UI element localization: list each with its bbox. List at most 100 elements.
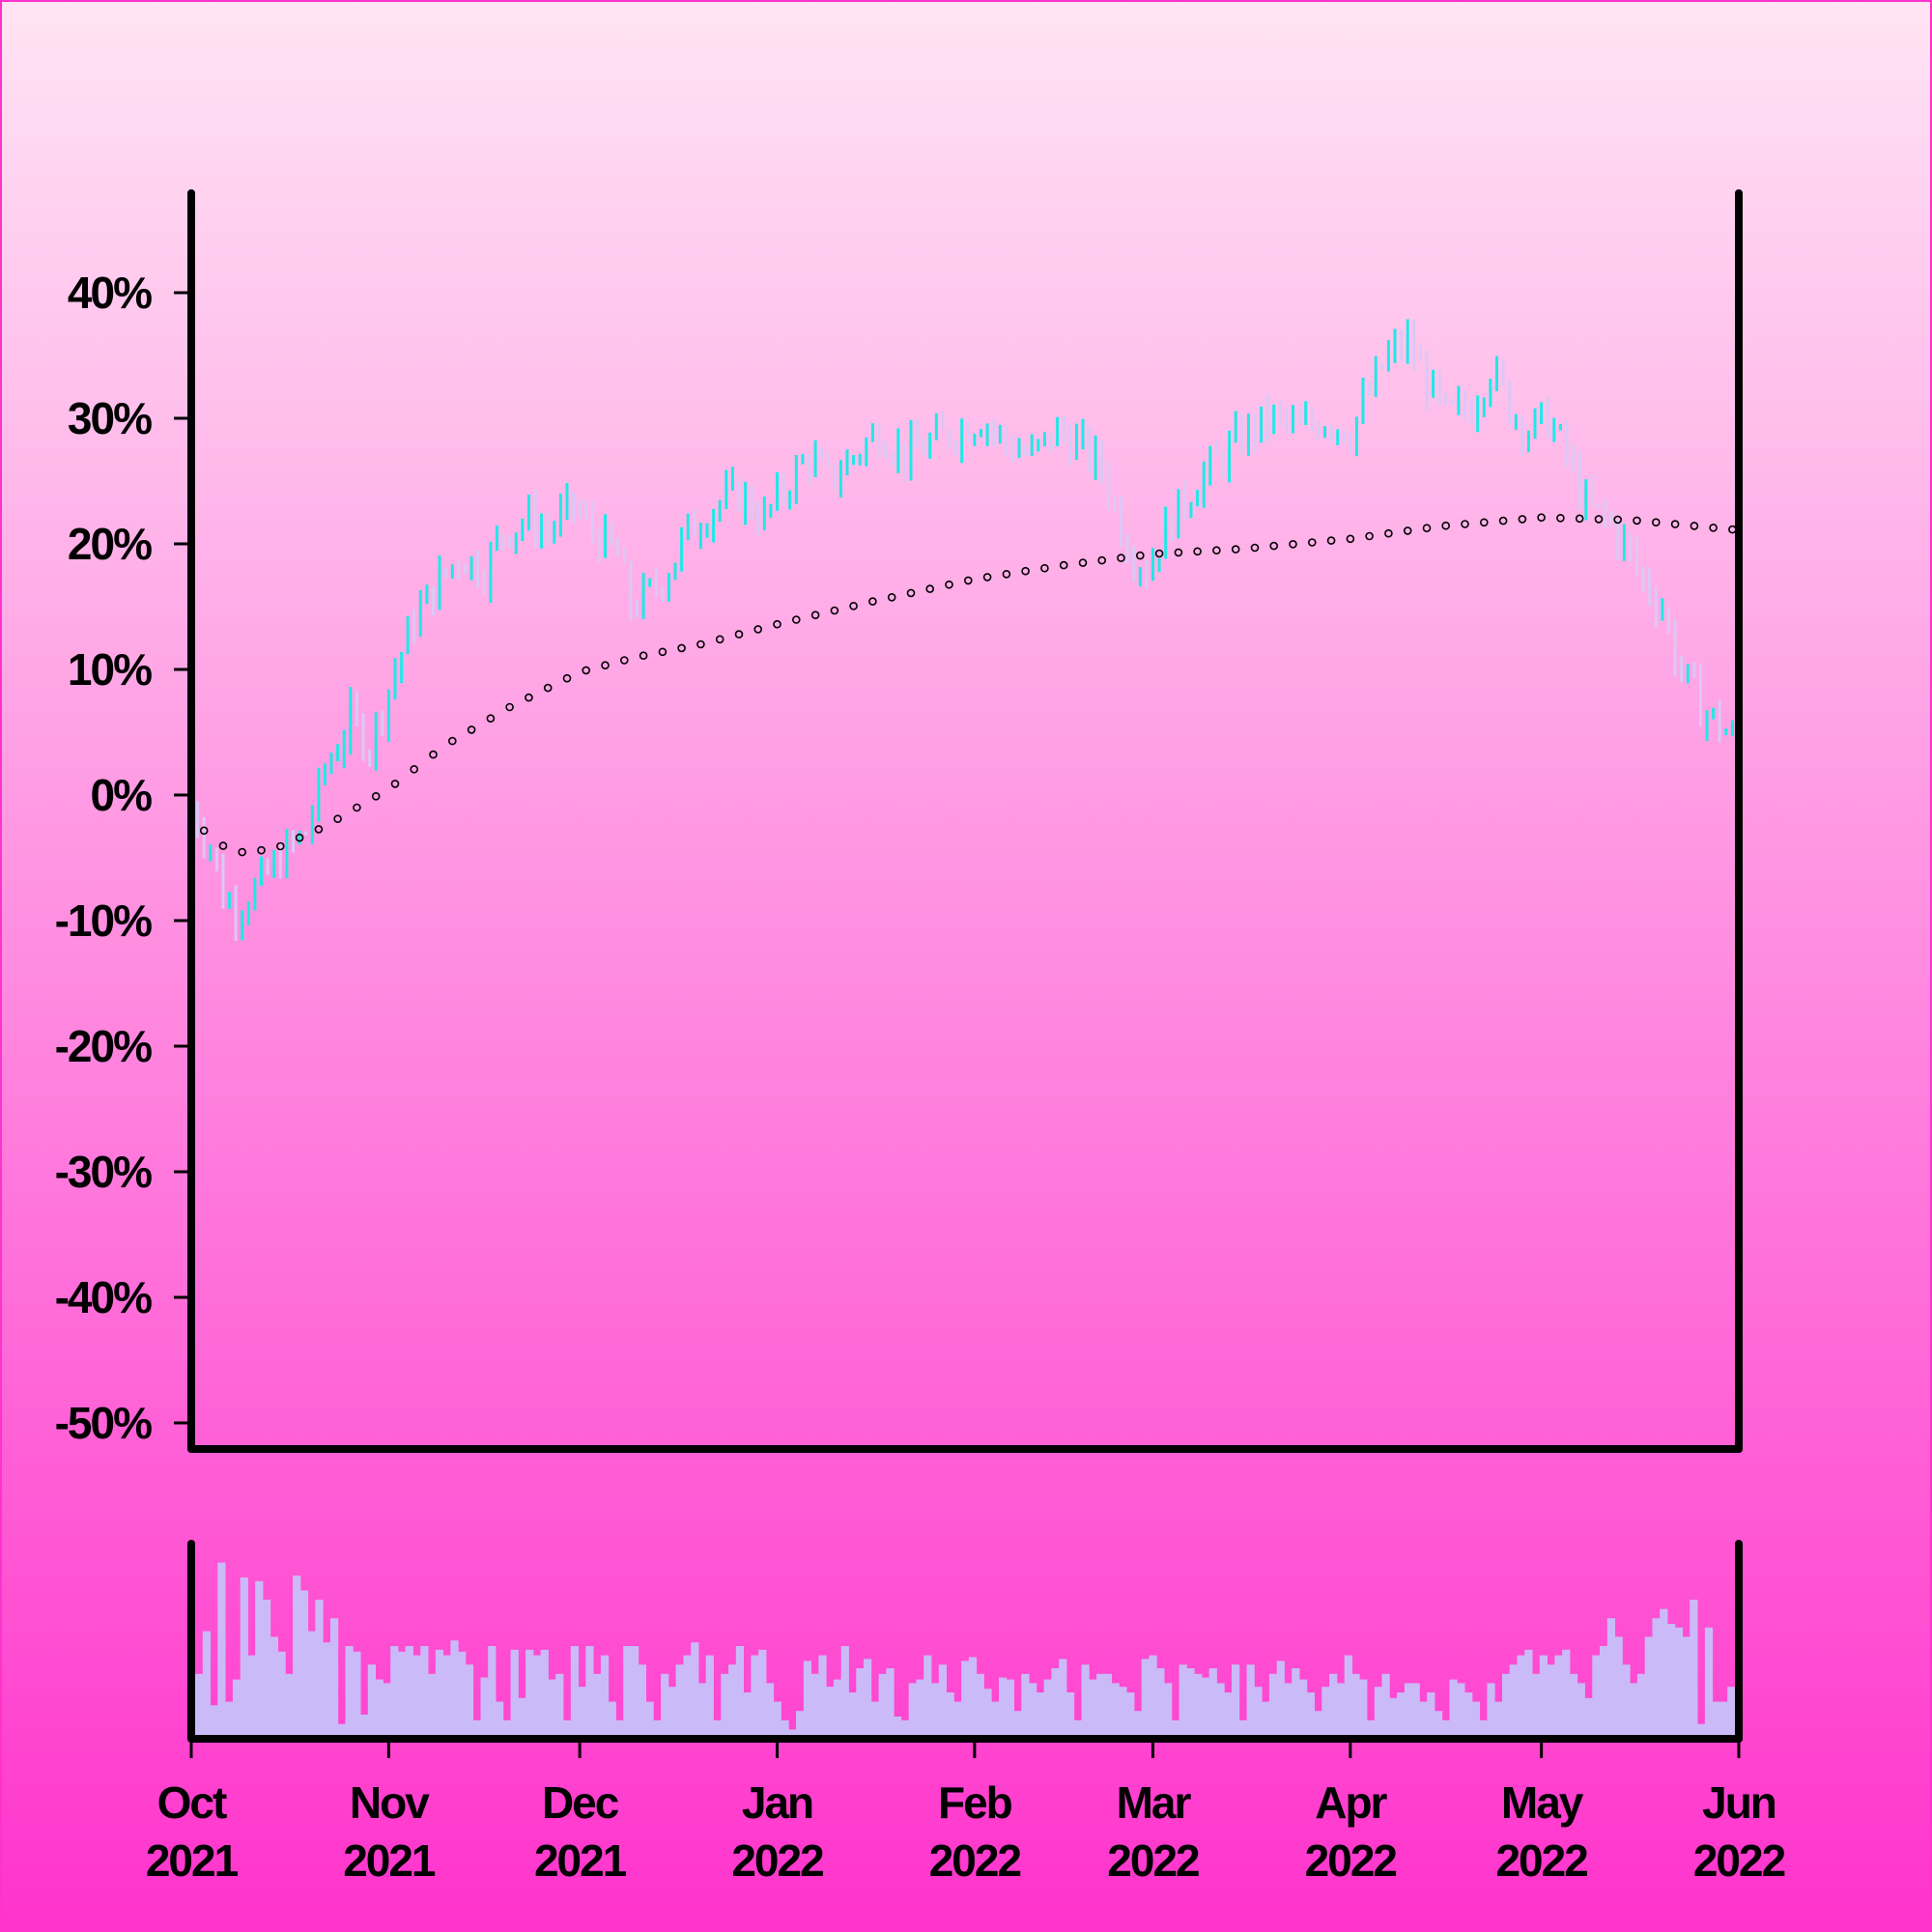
moving-average-marker: [1480, 518, 1489, 527]
volume-bar: [938, 1664, 947, 1739]
moving-average-marker: [1250, 543, 1260, 553]
x-tick-year-label: 2021: [146, 1835, 239, 1886]
volume-bar: [1644, 1636, 1653, 1739]
volume-bar: [1697, 1723, 1706, 1739]
volume-bar: [285, 1673, 294, 1739]
volume-bar: [1171, 1719, 1179, 1739]
volume-bar: [840, 1646, 849, 1739]
volume-bar: [390, 1646, 399, 1739]
moving-average-marker: [1346, 534, 1355, 544]
volume-bar: [1232, 1664, 1240, 1739]
volume-bar: [555, 1673, 564, 1739]
volume-bar: [1066, 1692, 1075, 1739]
volume-bar: [961, 1661, 970, 1739]
moving-average-marker: [619, 656, 629, 665]
volume-bar: [631, 1646, 639, 1739]
moving-average-marker: [887, 592, 896, 602]
volume-bar: [698, 1683, 707, 1739]
volume-bar: [683, 1655, 692, 1739]
moving-average-marker: [715, 635, 724, 644]
volume-bar: [870, 1701, 879, 1739]
volume-bar: [593, 1673, 602, 1739]
volume-bar: [608, 1701, 616, 1739]
moving-average-marker: [1059, 560, 1068, 570]
volume-bar: [1592, 1655, 1601, 1739]
x-tick-month-label: Dec: [542, 1777, 619, 1828]
volume-bar: [232, 1679, 242, 1739]
volume-bar: [721, 1673, 729, 1739]
volume-bar: [751, 1655, 759, 1739]
volume-bar: [502, 1719, 511, 1739]
volume-bar: [1404, 1683, 1413, 1739]
volume-bar: [1584, 1697, 1593, 1739]
moving-average-marker: [333, 814, 342, 824]
volume-bar: [1630, 1683, 1638, 1739]
moving-average-marker: [773, 619, 781, 629]
volume-bar: [1268, 1673, 1278, 1739]
volume-bar: [412, 1655, 421, 1739]
moving-average-marker: [314, 825, 324, 834]
moving-average-marker: [1633, 516, 1641, 526]
volume-bar: [1712, 1701, 1720, 1739]
moving-average-marker: [1690, 522, 1699, 530]
volume-bar: [615, 1719, 624, 1739]
volume-bar: [856, 1668, 865, 1739]
volume-plot-area: [187, 1540, 1743, 1743]
moving-average-marker: [1078, 558, 1088, 567]
moving-average-marker: [447, 736, 457, 746]
volume-bar: [1569, 1673, 1578, 1739]
volume-bar: [293, 1576, 301, 1739]
volume-bar: [1164, 1683, 1173, 1739]
volume-bar: [255, 1580, 264, 1739]
moving-average-marker: [1384, 528, 1393, 538]
volume-bar: [1614, 1636, 1623, 1739]
volume-bar: [1464, 1692, 1473, 1739]
volume-bar: [1238, 1719, 1247, 1739]
moving-average-marker: [1613, 515, 1622, 525]
moving-average-marker: [1021, 566, 1030, 576]
volume-bar: [923, 1655, 932, 1739]
volume-bar: [886, 1668, 895, 1739]
volume-bar: [330, 1618, 339, 1739]
volume-bar: [1299, 1679, 1308, 1739]
volume-bar: [1254, 1687, 1263, 1739]
volume-bar: [1043, 1679, 1052, 1739]
x-tick-year-label: 2022: [1693, 1835, 1785, 1886]
volume-bar: [345, 1646, 354, 1739]
y-tick-label: 30%: [68, 393, 152, 443]
volume-bar: [585, 1646, 594, 1739]
volume-bar: [848, 1692, 857, 1739]
volume-bar: [405, 1646, 413, 1739]
volume-bar: [472, 1719, 481, 1739]
volume-bar: [691, 1642, 699, 1739]
volume-bar: [810, 1673, 819, 1739]
moving-average-marker: [810, 611, 820, 620]
volume-bar: [450, 1640, 459, 1739]
volume-bar: [1292, 1668, 1300, 1739]
volume-bar: [1517, 1655, 1525, 1739]
volume-bar: [1524, 1649, 1533, 1739]
volume-bar: [758, 1649, 767, 1739]
volume-bar: [548, 1679, 556, 1739]
volume-bar: [428, 1673, 437, 1739]
volume-bar: [1494, 1701, 1503, 1739]
volume-bar: [1013, 1711, 1022, 1739]
volume-bar: [1059, 1659, 1067, 1739]
volume-bar: [1509, 1664, 1518, 1739]
price-plot-area: [187, 189, 1743, 1453]
volume-bar: [270, 1636, 278, 1739]
y-axis-ticks: 40% 30% 20% 10% 0% -10% -20% -30% -40% -50%: [55, 268, 191, 1448]
volume-bar: [743, 1692, 752, 1739]
moving-average-marker: [1231, 545, 1240, 554]
volume-bar: [976, 1673, 984, 1739]
volume-bar: [1562, 1649, 1571, 1739]
volume-bar: [1276, 1661, 1285, 1739]
volume-bar: [999, 1677, 1008, 1739]
volume-bar: [1381, 1673, 1390, 1739]
moving-average-marker: [1498, 516, 1508, 526]
volume-bar: [1419, 1701, 1428, 1739]
volume-bar: [908, 1683, 917, 1739]
moving-average-marker: [543, 683, 553, 693]
moving-average-marker: [753, 625, 763, 634]
